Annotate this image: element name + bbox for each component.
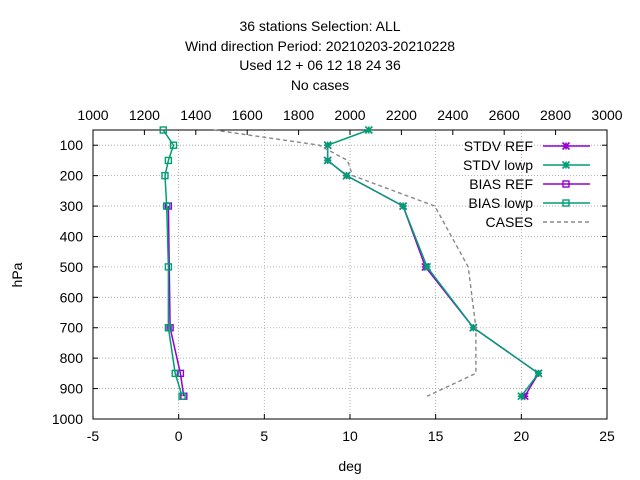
chart-title-line-1: 36 stations Selection: ALL [239, 18, 401, 34]
series-line [167, 206, 185, 397]
y-tick-label: 100 [60, 137, 84, 153]
data-point [517, 392, 526, 401]
x-tick-label: 5 [260, 428, 268, 444]
x2-tick-label: 1400 [180, 107, 211, 123]
legend-item: STDV REF [464, 138, 590, 154]
data-point [423, 262, 432, 271]
x-axis-title: deg [338, 458, 361, 474]
legend: STDV REF STDV lowp BIAS REF BIAS lowp CASES [463, 138, 590, 230]
ticks-layer: -5 0 5 10 15 20 25 1000 1200 1400 1600 1800 2000 2200… [52, 107, 623, 444]
y-tick-label: 1000 [52, 411, 83, 427]
y-tick-label: 500 [60, 259, 84, 275]
x-tick-label: 25 [599, 428, 615, 444]
data-point [161, 171, 169, 180]
data-point [534, 369, 543, 378]
y-axis-title: hPa [9, 262, 25, 287]
data-point [323, 141, 332, 150]
x2-tick-label: 1800 [283, 107, 314, 123]
x-tick-label: 10 [342, 428, 358, 444]
legend-label: STDV lowp [463, 157, 533, 173]
data-point [178, 392, 186, 400]
legend-item: STDV lowp [463, 157, 590, 173]
x2-tick-label: 3000 [591, 107, 622, 123]
chart-title-line-4: No cases [290, 77, 350, 93]
data-point [162, 202, 171, 210]
data-point [164, 156, 173, 165]
y-tick-label: 400 [60, 228, 84, 244]
chart-title-line-3: Used 12 + 06 12 18 24 36 [239, 57, 401, 73]
y-tick-label: 800 [60, 350, 84, 366]
x2-tick-label: 1000 [77, 107, 108, 123]
x-tick-label: 15 [428, 428, 444, 444]
series-cases [213, 129, 477, 397]
series-line [213, 129, 477, 397]
series-layer [159, 125, 543, 401]
legend-marker [562, 199, 570, 207]
y-tick-label: 900 [60, 381, 84, 397]
legend-label: CASES [486, 214, 533, 230]
legend-item: BIAS REF [469, 176, 590, 192]
legend-marker [561, 141, 571, 151]
y-tick-label: 600 [60, 289, 84, 305]
data-point [399, 201, 408, 211]
series-line [162, 129, 183, 397]
data-point [164, 324, 173, 332]
y-tick-label: 200 [60, 168, 84, 184]
legend-label: STDV REF [464, 138, 533, 154]
x2-tick-label: 2200 [386, 107, 417, 123]
y-tick-label: 300 [60, 198, 84, 214]
data-point [159, 126, 167, 134]
legend-label: BIAS REF [469, 176, 533, 192]
x2-tick-label: 2000 [334, 107, 365, 123]
x2-tick-label: 1200 [129, 107, 160, 123]
series-stdv-lowp [323, 125, 543, 401]
x-tick-label: 0 [175, 428, 183, 444]
y-tick-label: 700 [60, 320, 84, 336]
series-bias-lowp [159, 126, 186, 400]
chart-title-line-2: Wind direction Period: 20210203-20210228 [184, 38, 456, 54]
data-point [364, 125, 373, 135]
x2-tick-label: 2800 [540, 107, 571, 123]
data-point [323, 156, 332, 165]
data-point [342, 171, 351, 180]
data-point [169, 141, 178, 149]
legend-label: BIAS lowp [468, 195, 533, 211]
legend-marker [561, 160, 571, 170]
x2-tick-label: 2400 [437, 107, 468, 123]
data-point [171, 369, 179, 378]
x2-tick-label: 2600 [489, 107, 520, 123]
data-point [164, 263, 173, 271]
x2-tick-label: 1600 [232, 107, 263, 123]
legend-item: BIAS lowp [468, 195, 590, 211]
x-tick-label: -5 [87, 428, 100, 444]
data-point [176, 369, 185, 378]
legend-item: CASES [486, 214, 590, 230]
x-tick-label: 20 [514, 428, 530, 444]
legend-marker [562, 180, 570, 188]
